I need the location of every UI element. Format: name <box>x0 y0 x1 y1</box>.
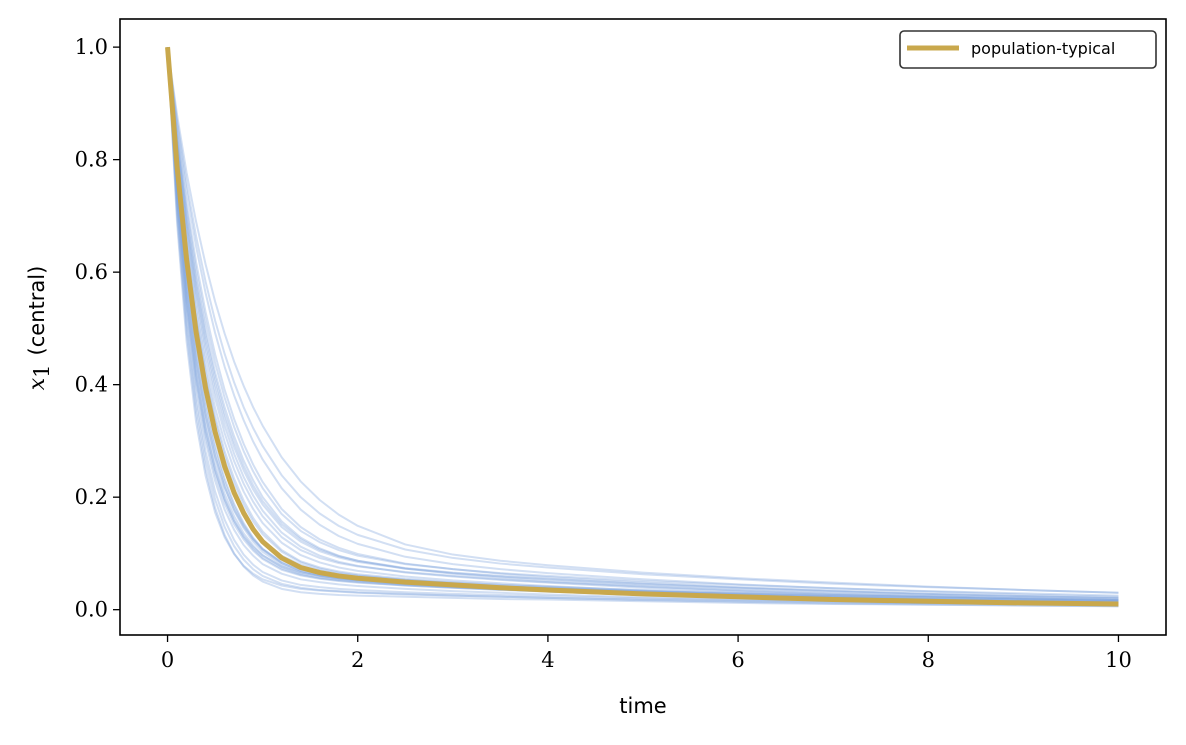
series-layer <box>165 46 1119 608</box>
y-axis-label: x1 (central) <box>25 266 54 391</box>
individual-trajectory-line-12 <box>166 47 1119 600</box>
y-tick-label: 0.2 <box>75 485 108 509</box>
individual-trajectory-line-15 <box>166 47 1119 600</box>
x-tick-label: 0 <box>161 648 174 672</box>
y-tick-label: 0.0 <box>75 598 108 622</box>
individual-trajectory-line-10 <box>166 47 1119 602</box>
x-tick-label: 10 <box>1105 648 1132 672</box>
y-axis-label-subscript: 1 <box>30 364 54 377</box>
individual-trajectory-line-19 <box>166 47 1119 597</box>
x-tick-label: 2 <box>351 648 364 672</box>
x-tick-label: 6 <box>731 648 744 672</box>
y-axis-label-symbol: x <box>25 377 50 390</box>
x-axis-label: time <box>619 694 666 718</box>
y-axis: 0.0 0.2 0.4 0.6 0.8 1.0 <box>75 35 120 622</box>
y-tick-label: 1.0 <box>75 35 108 59</box>
y-axis-label-text: (central) <box>25 266 49 356</box>
legend-box <box>899 30 1157 69</box>
x-tick-label: 8 <box>922 648 935 672</box>
individual-trajectory-line-2 <box>166 47 1119 607</box>
individual-trajectory-line-22 <box>166 47 1119 594</box>
x-axis: 0 2 4 6 8 10 <box>161 635 1132 672</box>
individual-trajectory-line-6 <box>166 47 1119 598</box>
individual-trajectory-line-28 <box>166 47 1119 608</box>
legend-label-population-typical: population-typical <box>971 39 1115 58</box>
individual-trajectory-line-25 <box>166 47 1119 603</box>
x-tick-label: 4 <box>541 648 554 672</box>
individual-trajectory-line-1 <box>166 47 1119 607</box>
plot-frame <box>119 18 1167 636</box>
individual-trajectory-line-7 <box>166 46 1119 594</box>
y-tick-label: 0.8 <box>75 148 108 172</box>
individual-trajectory-line-5 <box>166 47 1119 602</box>
individual-trajectory-line-21 <box>166 47 1119 606</box>
individual-trajectory-line-11 <box>166 47 1119 608</box>
individual-trajectory-line-26 <box>166 47 1119 602</box>
individual-trajectory-line-29 <box>166 47 1119 599</box>
individual-trajectory-line-17 <box>166 47 1119 604</box>
legend: population-typical <box>899 30 1157 69</box>
y-tick-label: 0.6 <box>75 260 108 284</box>
population-typical-line <box>165 46 1119 607</box>
y-tick-label: 0.4 <box>75 373 108 397</box>
